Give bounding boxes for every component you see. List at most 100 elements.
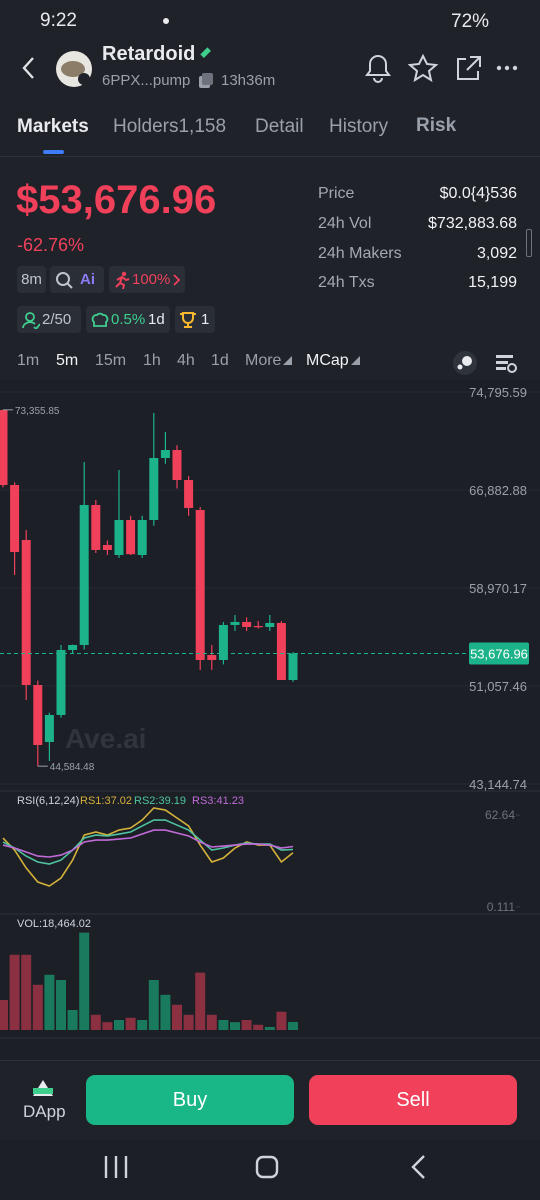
y-tick-label: 58,970.17: [469, 581, 527, 596]
interval-option[interactable]: 1h: [143, 352, 161, 369]
stat-label: 24h Makers: [318, 245, 402, 262]
header-actions[interactable]: [362, 53, 522, 83]
volume-bar: [90, 1014, 101, 1030]
volume-bar: [276, 1011, 287, 1030]
interval-option[interactable]: 5m: [56, 352, 79, 369]
candle-body: [242, 621, 252, 627]
volume-bar: [172, 1004, 182, 1030]
candle-body: [44, 714, 54, 742]
home-button[interactable]: [255, 1155, 279, 1179]
tab-history[interactable]: History: [329, 116, 389, 137]
legend-entry: RS3:41.23: [192, 795, 244, 807]
stat-label: 24h Vol: [318, 215, 372, 232]
status-dot: [163, 18, 169, 24]
volume-bar: [44, 974, 55, 1030]
y-tick-label: 43,144.74: [469, 777, 527, 792]
stat-value: 15,199: [468, 274, 517, 291]
dropdown-caret: [283, 356, 293, 365]
chart-tools[interactable]: [452, 350, 532, 376]
back-button[interactable]: [18, 55, 40, 81]
volume-bar: [160, 994, 171, 1030]
volume-bar: [32, 984, 43, 1030]
y-tick-label: 51,057.46: [469, 679, 527, 694]
search-icon: [56, 272, 73, 289]
candle-body: [33, 684, 43, 745]
candle-body: [207, 654, 217, 660]
stat-value: $732,883.68: [428, 215, 517, 232]
tab-holders[interactable]: Holders1,158: [113, 116, 226, 138]
token-address: 6PPX...pump: [102, 72, 191, 89]
volume-bar: [114, 1020, 124, 1030]
badge-trophy[interactable]: 1: [175, 306, 215, 333]
chevron: [173, 274, 181, 286]
tab-risk[interactable]: Risk: [416, 115, 457, 136]
watermark: Ave.ai: [65, 723, 146, 754]
badge-top[interactable]: 0.5% 1d: [86, 306, 170, 333]
user-icon: [22, 312, 40, 329]
y-tick-label: 62.64: [485, 808, 515, 822]
legend-entry: RS2:39.19: [134, 795, 186, 807]
volume-bar: [183, 1014, 194, 1030]
chart-background: [0, 380, 540, 1060]
price-change: -62.76%: [17, 235, 85, 255]
interval-option[interactable]: 4h: [177, 352, 195, 369]
volume-bar: [125, 1017, 136, 1030]
runner-icon: [115, 271, 130, 289]
tab-indicator: [43, 150, 64, 154]
last-price-box: [469, 642, 529, 665]
candle-body: [91, 504, 101, 550]
candle-body: [172, 449, 182, 480]
candle-body: [10, 484, 20, 552]
token-name: Retardoid: [102, 43, 196, 65]
volume-bar: [67, 1010, 78, 1030]
holders-count: 1,158: [178, 116, 227, 137]
candle-body: [218, 624, 228, 660]
buy-button[interactable]: Buy: [86, 1075, 294, 1125]
volume-bar: [253, 1024, 264, 1030]
dapp-label[interactable]: DApp: [23, 1102, 66, 1121]
tab-detail[interactable]: Detail: [255, 116, 304, 137]
divider: [0, 1060, 540, 1061]
volume-bar: [230, 1022, 240, 1030]
badge-age: 8m: [17, 266, 46, 293]
candle-body: [149, 457, 159, 520]
scroll-handle[interactable]: [526, 229, 532, 257]
candle-body: [114, 519, 124, 555]
candle-body: [184, 479, 194, 508]
recents-button[interactable]: [104, 1156, 128, 1178]
dapp-icon[interactable]: [30, 1076, 56, 1098]
indicator-title: RSI(6,12,24): [17, 795, 79, 807]
badge-score[interactable]: 100%: [109, 266, 185, 293]
volume-bar: [102, 1022, 113, 1030]
interval-option[interactable]: 1d: [211, 352, 229, 369]
candle-body: [0, 409, 8, 485]
back-nav[interactable]: [411, 1155, 425, 1179]
sell-button[interactable]: Sell: [309, 1075, 517, 1125]
badge-insiders[interactable]: 2/50: [17, 306, 81, 333]
badge-ai[interactable]: Ai: [50, 266, 104, 293]
top-value: 0.5%: [111, 311, 146, 328]
copy-button[interactable]: [197, 72, 215, 90]
stat-value: 3,092: [476, 245, 517, 262]
low-note: 44,584.48: [50, 762, 95, 773]
candle-body: [102, 544, 112, 550]
interval-option[interactable]: More: [245, 352, 293, 370]
token-avatar: [56, 51, 92, 87]
candle-body: [265, 622, 275, 627]
high-note: 73,355.85: [15, 406, 60, 417]
volume-bar: [195, 972, 206, 1030]
interval-option[interactable]: 1m: [17, 352, 40, 369]
interval-option[interactable]: MCap: [306, 352, 360, 370]
nav-bar: [0, 1140, 540, 1200]
candle-body: [288, 653, 298, 680]
interval-option[interactable]: 15m: [95, 352, 127, 369]
trophy-value: 1: [201, 311, 210, 328]
ai-label: Ai: [80, 271, 95, 288]
tab-markets[interactable]: Markets: [17, 116, 89, 137]
indicator-title: VOL:18,464.02: [17, 918, 91, 930]
stat-label: 24h Txs: [318, 274, 375, 291]
volume-bar: [0, 1000, 8, 1030]
status-time: 9:22: [40, 10, 77, 31]
volume-bar: [21, 954, 32, 1030]
